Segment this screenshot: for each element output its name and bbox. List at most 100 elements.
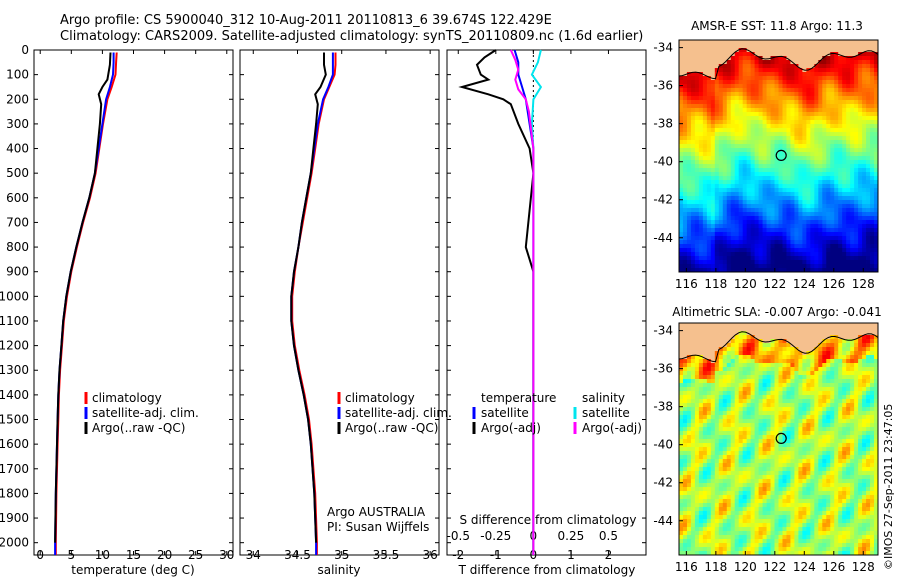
map-cell xyxy=(834,184,839,189)
map-cell xyxy=(870,184,875,189)
map-cell xyxy=(850,88,855,93)
map-cell xyxy=(866,244,871,249)
map-cell xyxy=(790,443,795,448)
map-cell xyxy=(698,387,704,392)
map-cell xyxy=(762,359,767,364)
map-cell xyxy=(854,443,859,448)
map-cell xyxy=(750,268,756,273)
map-cell xyxy=(702,84,708,89)
map-cell xyxy=(738,84,744,89)
map-cell xyxy=(842,423,847,428)
map-cell xyxy=(794,136,799,141)
map-cell xyxy=(838,160,843,165)
map-cell xyxy=(830,64,835,69)
map-cell xyxy=(698,40,704,45)
map-cell xyxy=(866,72,871,77)
map-cell xyxy=(730,156,736,161)
map-cell xyxy=(822,339,827,344)
map-cell xyxy=(698,184,704,189)
map-cell xyxy=(679,423,684,428)
map-cell xyxy=(806,148,811,153)
map-cell xyxy=(806,84,811,89)
map-cell xyxy=(738,435,744,440)
map-cell xyxy=(730,72,736,77)
map-cell xyxy=(710,268,716,273)
map-cell xyxy=(762,327,767,332)
map-cell xyxy=(782,268,787,273)
map-cell xyxy=(810,216,815,221)
map-cell xyxy=(846,148,851,153)
map-cell xyxy=(790,84,795,89)
map-cell xyxy=(762,256,767,261)
map-cell xyxy=(778,152,783,157)
map-cell xyxy=(734,136,740,141)
map-cell xyxy=(714,463,720,468)
map-cell xyxy=(690,212,696,217)
map-cell xyxy=(782,391,787,396)
map-cell xyxy=(698,363,704,368)
map-cell xyxy=(802,232,807,237)
map-cell xyxy=(774,180,779,185)
map-cell xyxy=(710,415,716,420)
map-cell xyxy=(854,343,859,348)
map-cell xyxy=(782,367,787,372)
map-cell xyxy=(870,403,875,408)
map-cell xyxy=(690,399,696,404)
map-cell xyxy=(718,383,724,388)
map-cell xyxy=(814,108,819,113)
map-cell xyxy=(858,188,863,193)
map-cell xyxy=(750,232,756,237)
map-cell xyxy=(762,391,767,396)
map-cell xyxy=(714,323,720,328)
map-cell xyxy=(706,164,712,169)
map-cell xyxy=(762,459,767,464)
map-cell xyxy=(706,40,712,45)
map-cell xyxy=(810,347,815,352)
map-cell xyxy=(806,152,811,157)
map-cell xyxy=(774,355,779,360)
map-cell xyxy=(870,40,875,45)
map-cell xyxy=(806,164,811,169)
map-cell xyxy=(722,443,728,448)
map-cell xyxy=(758,72,763,77)
map-cell xyxy=(834,172,839,177)
map-cell xyxy=(750,236,756,241)
map-cell xyxy=(750,387,756,392)
map-cell xyxy=(750,252,756,257)
map-cell xyxy=(794,56,799,61)
map-cell xyxy=(818,359,823,364)
map-cell xyxy=(730,347,736,352)
map-cell xyxy=(710,136,716,141)
map-cell xyxy=(858,72,863,77)
map-cell xyxy=(690,68,696,73)
s-difference-label: S difference from climatology xyxy=(460,513,637,527)
map-cell xyxy=(750,200,756,205)
map-cell xyxy=(846,128,851,133)
map-cell xyxy=(694,431,700,436)
map-cell xyxy=(722,451,728,456)
map-cell xyxy=(698,100,704,105)
map-cell xyxy=(758,443,763,448)
map-cell xyxy=(866,443,871,448)
map-cell xyxy=(702,68,708,73)
map-cell xyxy=(858,112,863,117)
map-cell xyxy=(782,200,787,205)
map-cell xyxy=(734,427,740,432)
map-cell xyxy=(679,268,684,273)
map-cell xyxy=(806,367,811,372)
map-cell xyxy=(858,451,863,456)
map-cell xyxy=(766,136,771,141)
map-cell xyxy=(698,335,704,340)
map-cell xyxy=(850,40,855,45)
map-cell xyxy=(834,455,839,460)
map-cell xyxy=(850,136,855,141)
map-cell xyxy=(806,184,811,189)
map-cell xyxy=(742,180,748,185)
map-cell xyxy=(866,419,871,424)
map-cell xyxy=(758,176,763,181)
map-cell xyxy=(770,164,775,169)
map-cell xyxy=(850,343,855,348)
map-cell xyxy=(742,395,748,400)
map-cell xyxy=(782,459,787,464)
map-cell xyxy=(786,375,791,380)
